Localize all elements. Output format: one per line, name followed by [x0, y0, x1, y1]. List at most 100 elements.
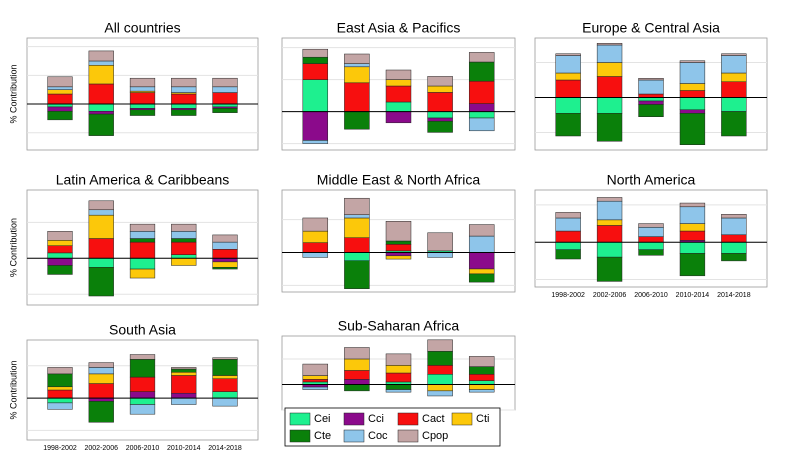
bar-segment: [47, 240, 73, 246]
bar-segment: [212, 261, 238, 268]
bar-segment: [555, 55, 581, 74]
x-tick-label: 2002-2006: [85, 445, 119, 452]
bar-segment: [555, 212, 581, 219]
bar-segment: [129, 92, 156, 105]
bar-segment: [344, 66, 370, 84]
bar-segment: [385, 240, 412, 245]
bar-segment: [129, 109, 156, 116]
bar-segment: [47, 252, 73, 259]
bar-segment: [302, 56, 329, 64]
bar-segment: [385, 69, 412, 80]
bar-segment: [171, 392, 197, 399]
bar-segment: [385, 111, 412, 124]
bar-segment: [555, 249, 581, 260]
bar-segment: [302, 63, 329, 80]
bar-segment: [596, 256, 623, 282]
bar-segment: [555, 72, 581, 81]
bar-segment: [638, 227, 664, 237]
bar-segment: [171, 375, 197, 394]
legend-swatch: [451, 412, 473, 426]
bar-segment: [344, 370, 370, 380]
bar-segment: [555, 230, 581, 243]
bar-segment: [129, 359, 156, 378]
bar-segment: [721, 217, 747, 236]
bar-segment: [47, 389, 73, 399]
bar-segment: [88, 103, 114, 112]
bar-segment: [596, 200, 623, 221]
bar-segment: [468, 380, 495, 385]
panel-title: Middle East & North Africa: [317, 172, 481, 188]
bar-segment: [88, 60, 114, 66]
bar-segment: [344, 379, 370, 385]
bar-segment: [721, 111, 747, 137]
bar-segment: [129, 103, 156, 109]
bar-segment: [344, 252, 370, 261]
bar-segment: [596, 44, 623, 63]
panel-title: East Asia & Pacifics: [337, 20, 461, 36]
bar-segment: [171, 231, 197, 239]
bar-segment: [385, 85, 412, 103]
bar-segment: [129, 397, 156, 405]
bar-segment: [88, 110, 114, 115]
bar-segment: [171, 397, 197, 405]
bar-segment: [596, 225, 623, 243]
legend-swatch: [289, 429, 311, 443]
bar-segment: [427, 117, 453, 122]
bar-segment: [721, 81, 747, 98]
bar-segment: [302, 217, 329, 232]
bar-segment: [721, 55, 747, 74]
bar-segment: [212, 357, 238, 360]
bar-segment: [212, 92, 238, 105]
bar-segment: [129, 77, 156, 88]
panel-title: All countries: [104, 20, 180, 36]
bar-segment: [88, 258, 114, 268]
bar-segment: [596, 43, 623, 46]
bar-segment: [721, 234, 747, 243]
bar-segment: [427, 111, 453, 119]
bar-segment: [302, 230, 329, 243]
y-axis-label: % Contribution: [8, 360, 18, 419]
bar-segment: [638, 97, 664, 102]
bar-segment: [302, 252, 329, 258]
bar-segment: [344, 358, 370, 371]
bar-segment: [88, 200, 114, 211]
bar-segment: [721, 72, 747, 82]
bar-segment: [47, 106, 73, 112]
bar-segment: [47, 402, 73, 410]
bar-segment: [555, 53, 581, 56]
bar-segment: [596, 241, 623, 258]
bar-segment: [171, 86, 197, 93]
bar-segment: [679, 253, 706, 277]
legend-label: Cti: [476, 413, 489, 425]
bar-segment: [468, 235, 495, 253]
bar-segment: [427, 252, 453, 258]
bar-segment: [721, 97, 747, 112]
bar-segment: [171, 103, 197, 109]
bar-segment: [129, 86, 156, 92]
bar-segment: [679, 223, 706, 232]
bar-segment: [638, 79, 664, 95]
y-axis-label: % Contribution: [8, 64, 18, 123]
panel-title: North America: [607, 172, 696, 188]
bar-segment: [427, 85, 453, 93]
bar-segment: [88, 113, 114, 136]
bar-segment: [344, 237, 370, 253]
bar-segment: [427, 339, 453, 352]
bar-segment: [385, 101, 412, 112]
bar-segment: [638, 104, 664, 117]
bar-segment: [212, 258, 238, 263]
bar-segment: [721, 214, 747, 219]
panel-title: Europe & Central Asia: [582, 20, 720, 36]
bar-segment: [638, 100, 664, 105]
bar-segment: [344, 214, 370, 219]
bar-segment: [171, 77, 197, 88]
bar-segment: [679, 109, 706, 114]
bar-segment: [679, 202, 706, 208]
bar-segment: [171, 238, 197, 243]
bar-segment: [596, 113, 623, 142]
bar-segment: [88, 367, 114, 375]
bar-segment: [47, 86, 73, 90]
panel-title: South Asia: [109, 322, 176, 338]
bar-segment: [302, 386, 329, 390]
bar-segment: [344, 111, 370, 130]
